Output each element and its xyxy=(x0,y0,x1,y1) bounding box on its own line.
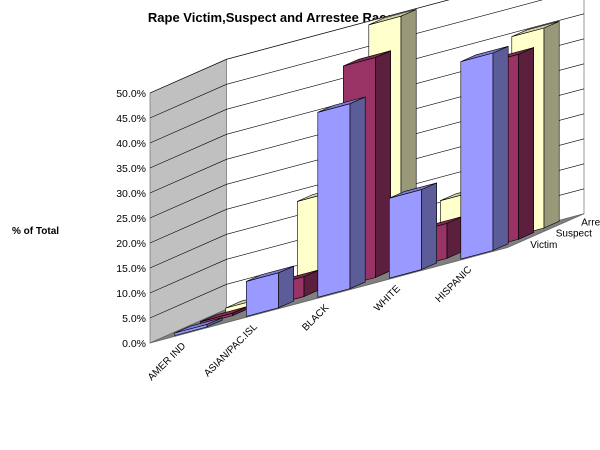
bar-top xyxy=(389,182,437,199)
gridline xyxy=(149,13,585,144)
y-axis-label: % of Total xyxy=(12,226,60,237)
y-tick-label: 50.0% xyxy=(116,88,146,100)
y-tick-label: 15.0% xyxy=(116,263,146,275)
bar-top xyxy=(343,50,391,67)
bar-side xyxy=(543,20,560,229)
y-tick-label: 25.0% xyxy=(116,213,146,225)
series-depth-label: Suspect xyxy=(556,229,592,240)
bar-top xyxy=(246,265,294,282)
y-tick-label: 30.0% xyxy=(116,188,146,200)
bar-side xyxy=(518,47,535,240)
y-tick-label: 0.0% xyxy=(122,338,146,350)
bar-front xyxy=(460,52,494,260)
x-category-label: WHITE xyxy=(372,283,403,314)
y-tick-label: 35.0% xyxy=(116,163,146,175)
bar-top xyxy=(317,96,366,113)
x-category-label: AMER IND xyxy=(146,341,188,383)
y-tick-label: 20.0% xyxy=(116,238,146,250)
y-tick-label: 10.0% xyxy=(116,288,146,300)
gridline xyxy=(149,0,450,94)
bar-side xyxy=(421,182,438,271)
bar-front xyxy=(388,189,422,279)
bar-top xyxy=(368,9,417,26)
bar-top xyxy=(174,317,223,334)
bar-side xyxy=(446,216,463,259)
y-tick-label: 5.0% xyxy=(122,313,146,325)
bar-side xyxy=(375,50,392,278)
gridline xyxy=(149,0,543,119)
y-tick-label: 45.0% xyxy=(116,113,146,125)
series-depth-label: Victim xyxy=(530,240,557,251)
x-category-label: BLACK xyxy=(300,302,331,333)
x-category-label: ASIAN/PAC.ISL xyxy=(202,321,260,379)
bar-top xyxy=(460,46,509,62)
bar-side xyxy=(349,96,366,290)
bar-side xyxy=(278,265,295,309)
x-category-label: HISPANIC xyxy=(434,264,475,305)
y-tick-label: 40.0% xyxy=(116,138,146,150)
bar-top xyxy=(511,21,560,37)
bar-front xyxy=(317,103,351,298)
series-depth-label: Arrestee xyxy=(581,217,600,228)
bar-side xyxy=(492,45,509,251)
